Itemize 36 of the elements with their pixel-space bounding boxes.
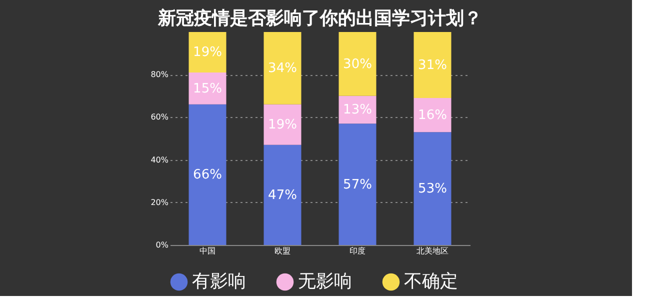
y-tick-label: 20%	[150, 198, 169, 207]
y-tick-label: 0%	[156, 240, 169, 250]
chart-title: 新冠疫情是否影响了你的出国学习计划？	[157, 8, 482, 29]
bar	[414, 98, 452, 132]
bar	[414, 32, 452, 98]
x-tick-label: 中国	[200, 246, 216, 256]
bar	[188, 104, 226, 245]
text: 13%	[343, 102, 372, 118]
text: 15%	[193, 81, 222, 96]
y-tick-label: 60%	[150, 112, 169, 122]
bar	[264, 144, 302, 245]
bar	[188, 72, 226, 104]
y-tick-label: 40%	[150, 155, 169, 164]
text: 16%	[418, 108, 447, 124]
text: 57%	[343, 177, 372, 192]
legend-label: 不确定	[404, 271, 458, 292]
x-tick-label: 欧盟	[274, 246, 290, 256]
text: 19%	[268, 118, 297, 133]
text: 47%	[268, 188, 297, 203]
legend-label: 有影响	[192, 271, 246, 292]
bar	[188, 32, 226, 72]
legend-label: 无影响	[298, 271, 352, 292]
text: 19%	[193, 45, 222, 60]
text: 31%	[418, 58, 447, 74]
bar	[338, 32, 376, 96]
bar	[264, 32, 302, 104]
x-tick-label: 北美地区	[416, 246, 448, 256]
x-tick-label: 印度	[350, 246, 366, 256]
bar	[338, 124, 376, 245]
text: 66%	[193, 168, 222, 183]
text: 30%	[343, 56, 372, 72]
y-tick-label: 80%	[150, 70, 169, 80]
bar	[264, 104, 302, 145]
text: 53%	[418, 182, 447, 197]
bar	[414, 132, 452, 245]
text: 34%	[268, 61, 297, 76]
